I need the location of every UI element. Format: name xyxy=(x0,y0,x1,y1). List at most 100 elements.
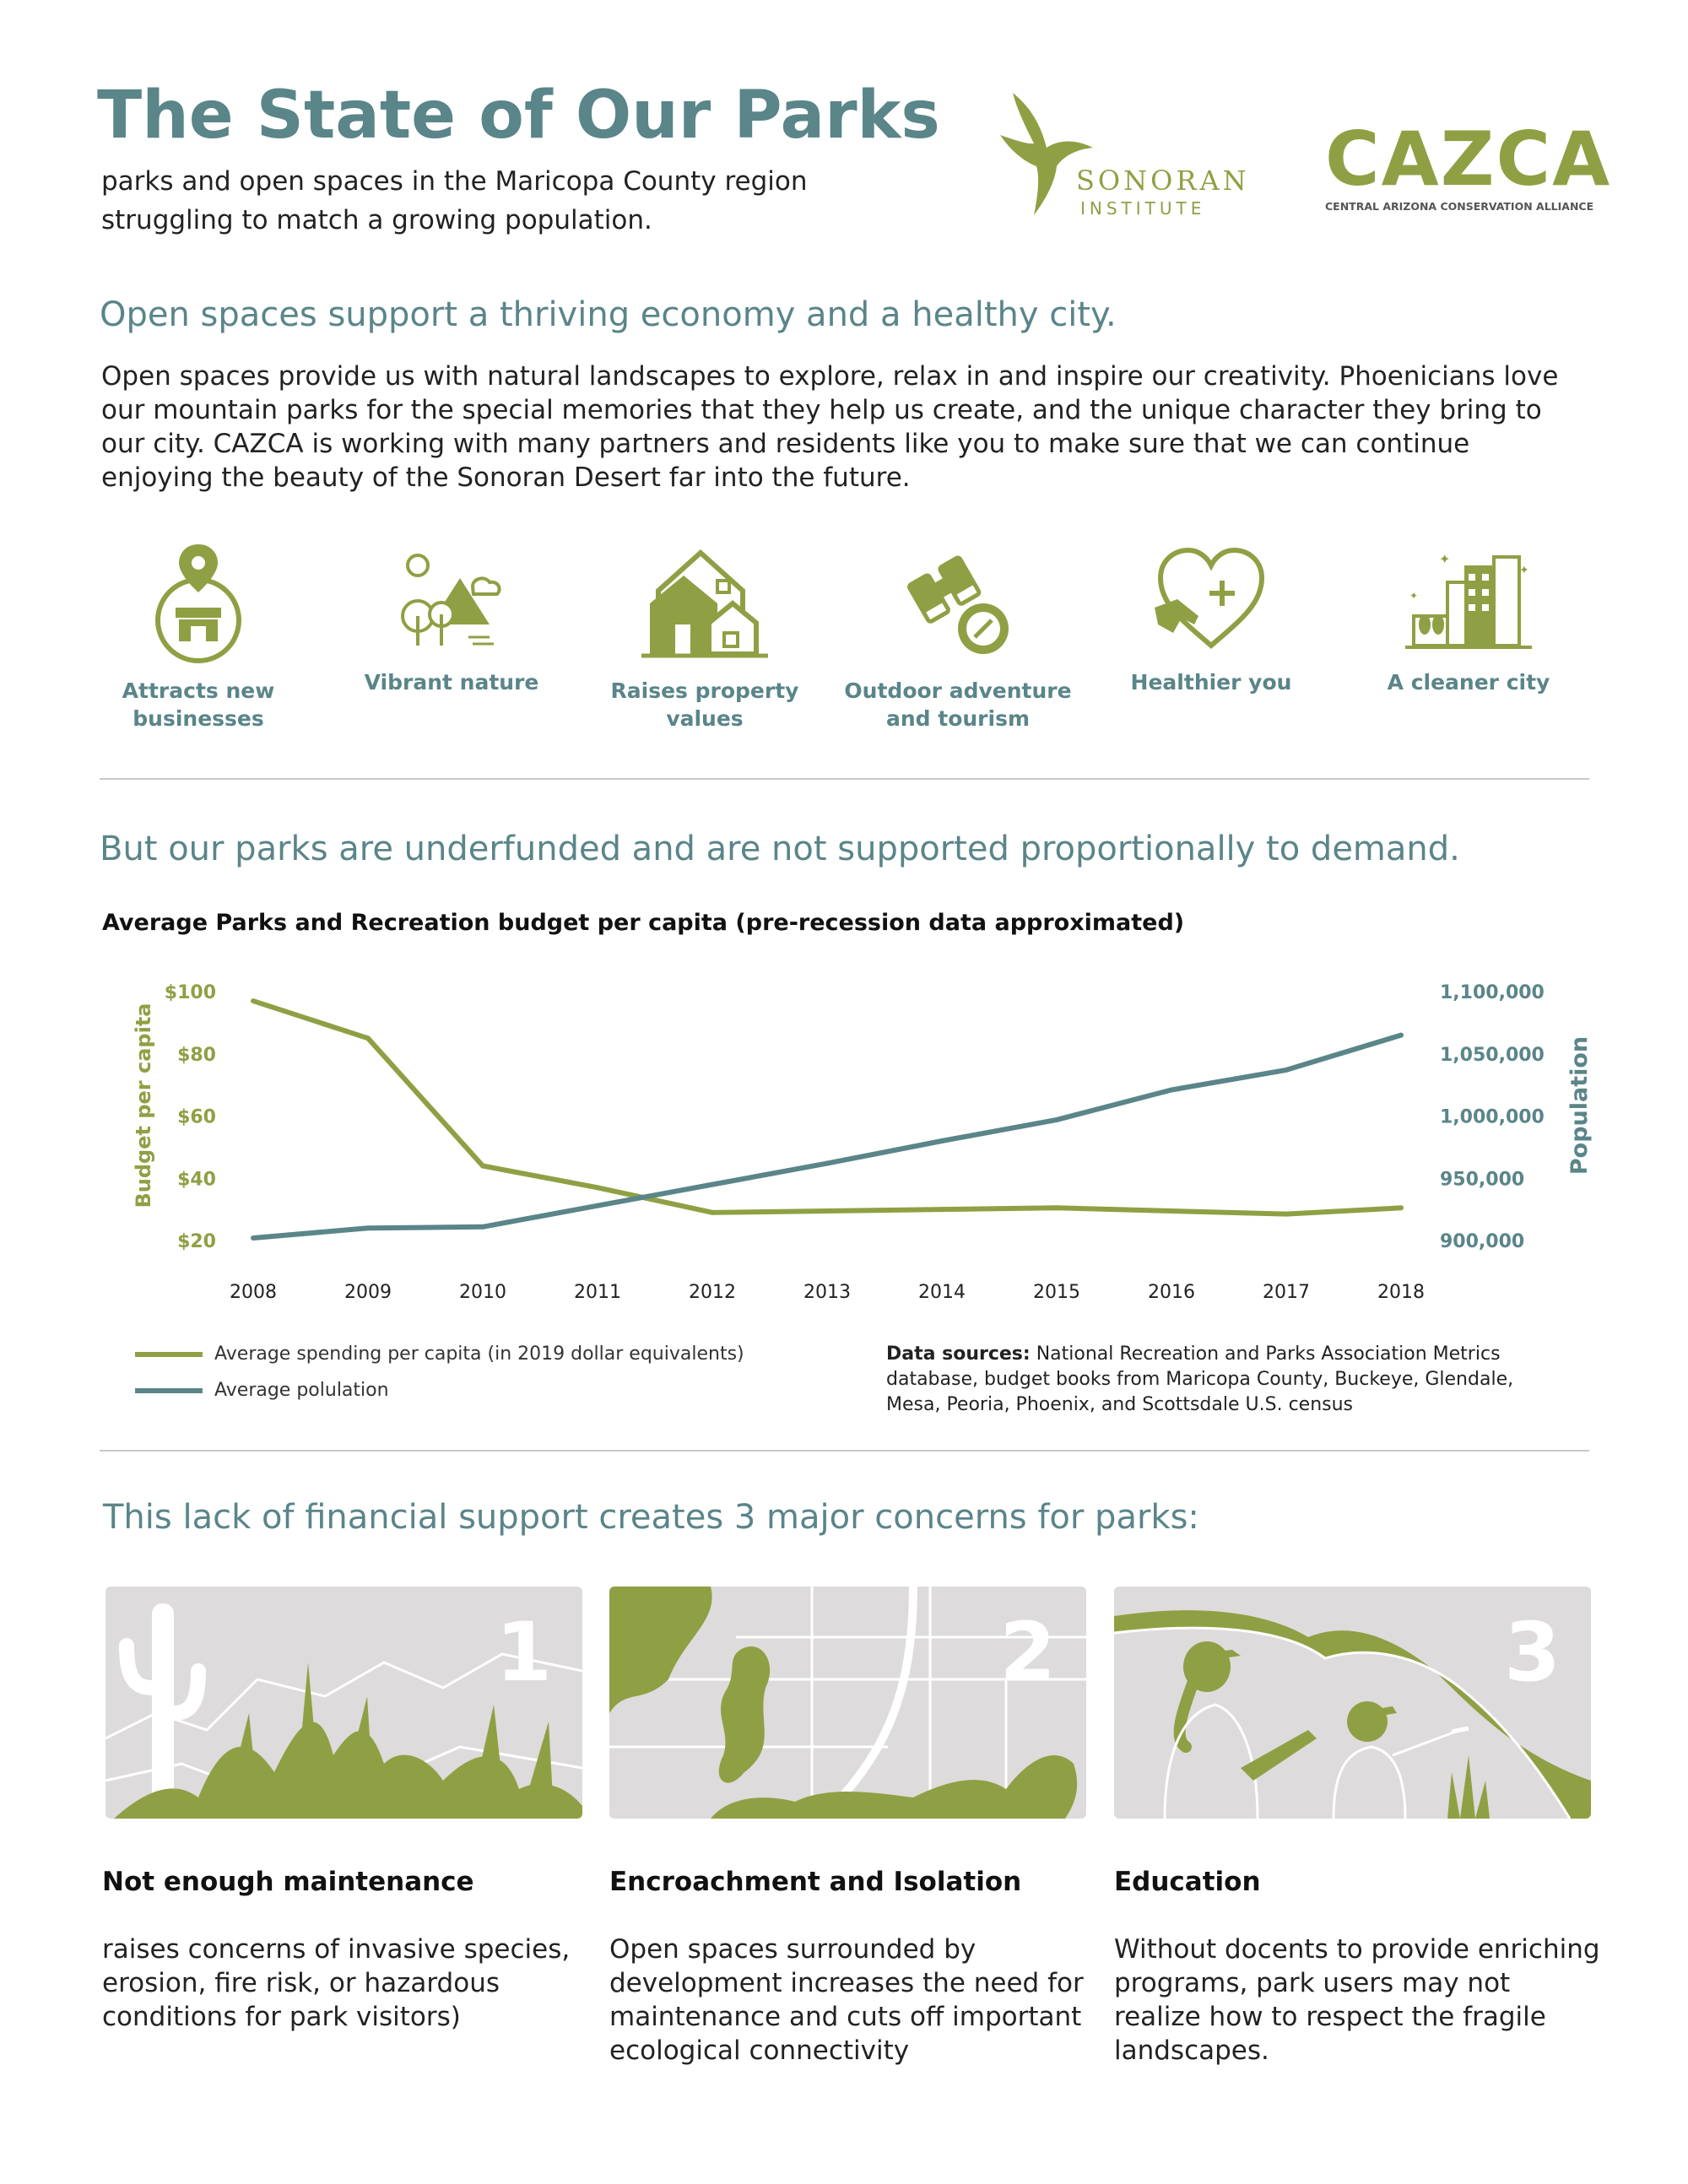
x-tick-label: 2013 xyxy=(803,1282,851,1303)
sonoran-wordmark: SONORAN xyxy=(1076,165,1250,197)
data-point xyxy=(710,1209,715,1215)
legend-item-population: Average polulation xyxy=(135,1380,389,1401)
data-point xyxy=(710,1181,715,1187)
x-tick-label: 2014 xyxy=(918,1282,966,1303)
cazca-wordmark: CAZCA xyxy=(1325,116,1612,203)
benefit-label: Healthier you xyxy=(1130,670,1292,695)
data-sources-text: National Recreation and Parks Associatio… xyxy=(886,1343,1514,1415)
y-right-tick-label: 1,000,000 xyxy=(1440,1107,1545,1128)
benefit-label: Attracts new businesses xyxy=(122,678,275,731)
section-heading-concerns: This lack of financial support creates 3… xyxy=(103,1498,1199,1537)
x-tick-label: 2012 xyxy=(689,1282,736,1303)
data-point xyxy=(365,1225,371,1231)
hummingbird-icon xyxy=(1000,93,1093,215)
x-tick-label: 2018 xyxy=(1377,1282,1425,1303)
legend-swatch xyxy=(135,1352,203,1357)
data-point xyxy=(480,1224,485,1230)
houses-icon xyxy=(641,549,768,658)
cazca-logo: CAZCA CENTRAL ARIZONA CONSERVATION ALLIA… xyxy=(1325,116,1612,224)
y-axis-left-label: Budget per capita xyxy=(132,1003,155,1208)
concern-text-education: Without docents to provide enriching pro… xyxy=(1114,1934,1600,2066)
concern-title-maintenance: Not enough maintenance xyxy=(102,1867,474,1897)
data-point xyxy=(825,1160,830,1166)
concern-number: 3 xyxy=(1504,1605,1561,1700)
y-left-tick-label: $80 xyxy=(177,1045,216,1066)
x-tick-label: 2017 xyxy=(1263,1282,1310,1303)
svg-text:✦: ✦ xyxy=(1519,564,1529,577)
data-point xyxy=(1284,1067,1289,1073)
data-point xyxy=(365,1035,371,1041)
concern-illustration-education: 3 xyxy=(1114,1587,1591,1819)
concern-title-encroachment: Encroachment and Isolation xyxy=(609,1867,1022,1897)
chart-title: Average Parks and Recreation budget per … xyxy=(102,910,1185,936)
data-point xyxy=(251,1235,256,1241)
x-tick-label: 2010 xyxy=(459,1282,506,1303)
city-buildings-icon: ✦ ✦ ✦ xyxy=(1405,551,1532,649)
data-point xyxy=(825,1208,830,1214)
data-point xyxy=(1169,1087,1174,1093)
y-left-tick-label: $20 xyxy=(177,1231,216,1252)
svg-text:✦: ✦ xyxy=(1439,551,1450,567)
map-fragments-illustration-icon xyxy=(609,1587,1086,1819)
concern-number: 1 xyxy=(495,1605,552,1700)
sonoran-institute-logo: SONORAN INSTITUTE xyxy=(996,89,1274,224)
data-point xyxy=(1054,1205,1059,1211)
legend-label: Average spending per capita (in 2019 dol… xyxy=(214,1343,744,1365)
page-subtitle: parks and open spaces in the Maricopa Co… xyxy=(101,166,808,235)
section-body-benefits: Open spaces provide us with natural land… xyxy=(101,361,1559,493)
y-right-tick-label: 1,050,000 xyxy=(1440,1045,1545,1066)
x-tick-label: 2008 xyxy=(230,1282,277,1303)
map-pin-store-icon xyxy=(155,544,241,663)
benefit-property: Raises property values xyxy=(578,540,831,733)
series-line-spending xyxy=(252,998,1402,1217)
cazca-tagline: CENTRAL ARIZONA CONSERVATION ALLIANCE xyxy=(1325,200,1594,213)
section-heading-benefits: Open spaces support a thriving economy a… xyxy=(100,295,1117,334)
section-heading-funding: But our parks are underfunded and are no… xyxy=(100,830,1460,868)
concern-number: 2 xyxy=(999,1605,1056,1700)
legend-label: Average polulation xyxy=(214,1380,389,1401)
concern-illustration-encroachment: 2 xyxy=(609,1587,1086,1819)
concern-title-education: Education xyxy=(1114,1867,1261,1897)
benefit-cleaner-city: ✦ ✦ ✦ A cleaner city xyxy=(1342,540,1595,696)
y-left-tick-label: $100 xyxy=(165,982,216,1003)
data-point xyxy=(939,1207,944,1213)
x-tick-label: 2011 xyxy=(574,1282,621,1303)
data-sources-label: Data sources: xyxy=(886,1343,1031,1365)
grass-cactus-illustration-icon xyxy=(106,1603,582,1819)
divider xyxy=(100,778,1589,780)
y-left-tick-label: $40 xyxy=(177,1169,216,1190)
benefit-label: Raises property values xyxy=(610,678,799,731)
benefit-label: Vibrant nature xyxy=(364,670,539,695)
data-point xyxy=(939,1138,944,1143)
x-tick-label: 2015 xyxy=(1033,1282,1080,1303)
x-tick-label: 2009 xyxy=(344,1282,392,1303)
data-point xyxy=(251,998,256,1004)
page-title: The State of Our Parks xyxy=(97,78,940,154)
data-point xyxy=(1284,1211,1289,1217)
benefit-label: Outdoor adventure and tourism xyxy=(844,678,1072,731)
concern-text-encroachment: Open spaces surrounded by development in… xyxy=(609,1934,1084,2066)
institute-wordmark: INSTITUTE xyxy=(1080,198,1206,219)
budget-population-chart: $20 $40 $60 $80 $100 900,000 950,000 1,000,000… xyxy=(132,982,1593,1303)
data-point xyxy=(1169,1208,1174,1214)
benefit-health: Healthier you xyxy=(1085,540,1338,696)
y-right-tick-label: 1,100,000 xyxy=(1440,982,1545,1003)
data-point xyxy=(1054,1116,1059,1122)
y-right-tick-label: 900,000 xyxy=(1440,1231,1524,1252)
docent-visitors-illustration-icon xyxy=(1114,1587,1591,1819)
heart-hand-icon xyxy=(1155,547,1265,649)
y-axis-right-label: Population xyxy=(1566,1036,1593,1175)
data-point xyxy=(595,1185,600,1191)
benefit-nature: Vibrant nature xyxy=(325,540,578,696)
binoculars-compass-icon xyxy=(907,555,1009,654)
data-point xyxy=(1399,1205,1404,1211)
legend-item-spending: Average spending per capita (in 2019 dol… xyxy=(135,1343,744,1365)
x-tick-label: 2016 xyxy=(1148,1282,1195,1303)
svg-text:✦: ✦ xyxy=(1409,590,1418,602)
data-point xyxy=(480,1163,485,1169)
benefit-businesses: Attracts new businesses xyxy=(72,540,325,733)
concern-illustration-maintenance: 1 xyxy=(106,1587,582,1819)
benefit-label: A cleaner city xyxy=(1387,670,1550,695)
mountains-trees-icon xyxy=(401,554,501,646)
y-left-tick-label: $60 xyxy=(177,1107,216,1128)
